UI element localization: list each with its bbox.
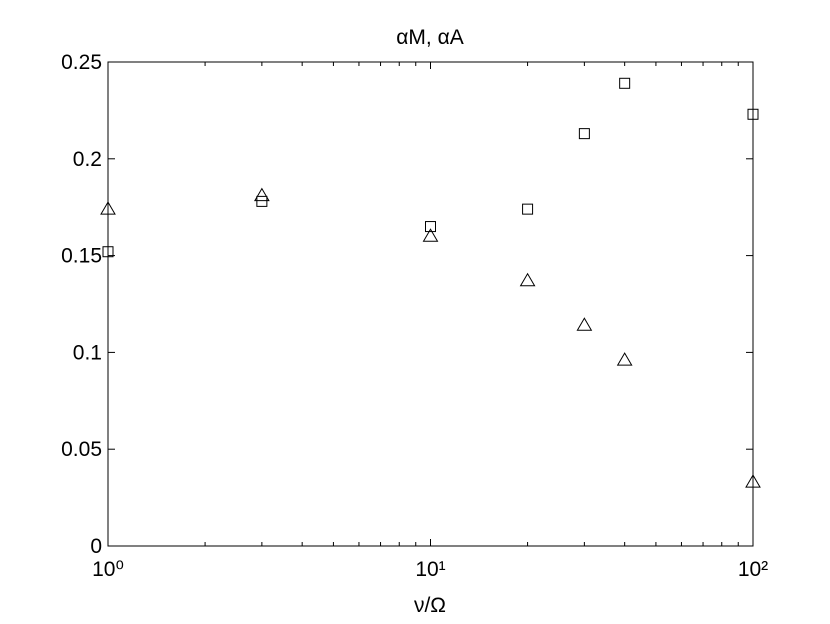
triangle-marker: [254, 187, 270, 202]
x-tick-label: 10¹: [415, 558, 445, 581]
chart-title: αM, αA: [396, 26, 463, 49]
triangle-marker: [576, 317, 593, 331]
y-tick-label: 0: [90, 535, 102, 558]
triangle-marker: [519, 272, 536, 287]
x-axis-label: ν/Ω: [414, 594, 446, 617]
y-tick-label: 0.25: [61, 51, 102, 74]
x-tick-label: 10²: [738, 558, 768, 581]
square-marker: [578, 128, 590, 140]
triangle-marker: [745, 474, 761, 488]
square-marker: [256, 195, 268, 207]
x-tick-label: 10⁰: [92, 558, 124, 581]
y-tick-label: 0.2: [73, 148, 102, 171]
square-marker: [619, 77, 631, 89]
y-tick-label: 0.05: [61, 438, 102, 461]
square-marker: [425, 221, 436, 233]
triangle-marker: [422, 228, 439, 242]
plot-frame: [107, 61, 754, 547]
triangle-marker: [100, 201, 116, 215]
y-tick-label: 0.1: [73, 341, 102, 364]
square-marker: [102, 246, 114, 258]
square-marker: [522, 203, 534, 215]
triangle-marker: [616, 352, 633, 366]
y-tick-label: 0.15: [61, 245, 102, 268]
square-marker: [747, 108, 759, 120]
